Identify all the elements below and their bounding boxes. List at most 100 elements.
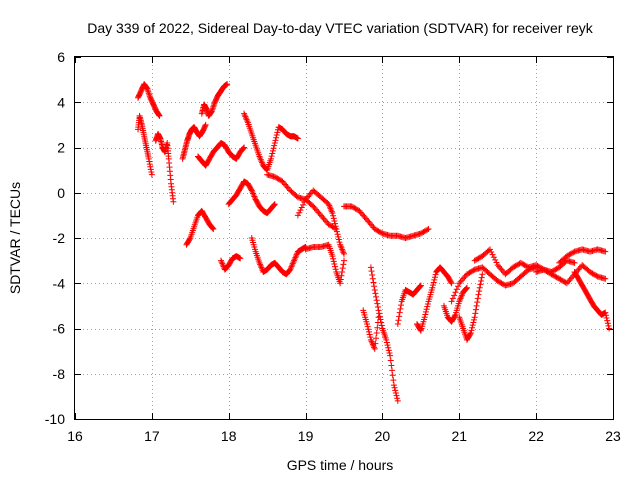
data-point [300, 201, 307, 208]
data-point [340, 261, 347, 268]
data-point [417, 283, 424, 290]
series-arc5 [198, 81, 231, 119]
data-point [369, 275, 376, 282]
data-point [371, 287, 378, 294]
data-point [492, 256, 499, 263]
series-arc13 [294, 187, 347, 257]
data-point [240, 145, 247, 152]
data-point [451, 313, 458, 320]
data-point [374, 304, 381, 311]
data-point [593, 272, 600, 279]
data-point [469, 322, 476, 329]
data-point [477, 281, 484, 288]
y-tick-labels: -10 -8 -6 -4 -2 0 2 4 6 [45, 49, 65, 427]
data-point [337, 280, 344, 287]
data-point [271, 201, 278, 208]
data-point [145, 155, 152, 162]
x-tick-label: 22 [528, 428, 544, 444]
x-axis-label: GPS time / hours [287, 457, 394, 473]
data-point [333, 225, 340, 232]
data-point [467, 330, 474, 337]
data-point [422, 311, 429, 318]
data-point [421, 314, 428, 321]
data-point [479, 271, 486, 278]
data-point [478, 277, 485, 284]
data-point [294, 212, 301, 219]
data-point [332, 223, 339, 230]
data-point [369, 271, 376, 278]
series-arc25 [556, 246, 609, 266]
series-arc22 [456, 271, 486, 343]
data-point [449, 295, 456, 302]
data-point [472, 310, 479, 317]
data-point [268, 153, 275, 160]
x-tick-label: 21 [451, 428, 467, 444]
data-point [384, 342, 391, 349]
data-point [330, 215, 337, 222]
data-point [248, 186, 255, 193]
y-tick-label: 2 [57, 140, 65, 156]
data-point [602, 275, 609, 282]
data-point [269, 147, 276, 154]
y-tick-label: -10 [45, 411, 65, 427]
data-point [330, 255, 337, 262]
data-point [602, 248, 609, 255]
data-point [367, 264, 374, 271]
data-point [387, 352, 394, 359]
data-point [271, 201, 278, 208]
data-point [429, 284, 436, 291]
data-point [367, 334, 374, 341]
data-point [471, 316, 478, 323]
series-arc9 [241, 110, 301, 174]
data-point [365, 328, 372, 335]
data-point [202, 123, 209, 130]
series-arc24 [533, 262, 609, 287]
data-point [375, 307, 382, 314]
data-point [376, 313, 383, 320]
data-point [395, 317, 402, 324]
data-point [463, 285, 470, 292]
data-point [390, 382, 397, 389]
data-point [339, 268, 346, 275]
data-point [210, 102, 217, 109]
data-point [373, 330, 380, 337]
data-point [604, 317, 611, 324]
data-point [467, 331, 474, 338]
data-point [332, 220, 339, 227]
series-arc21 [448, 264, 540, 305]
data-point [341, 250, 347, 257]
plot-frame [74, 56, 614, 420]
data-point [493, 259, 500, 266]
data-point [341, 257, 347, 264]
data-point [329, 210, 336, 217]
data-point [308, 202, 315, 209]
x-tick-label: 17 [144, 428, 160, 444]
data-point [372, 340, 379, 347]
series-arc15 [341, 203, 432, 241]
data-point [145, 90, 152, 97]
data-point [335, 236, 342, 243]
data-point [386, 350, 393, 357]
data-point [383, 339, 390, 346]
series-arc6 [194, 139, 248, 169]
y-tick-label: -8 [53, 366, 66, 382]
data-point [474, 295, 481, 302]
data-point [432, 271, 439, 278]
series-arc23 [471, 246, 578, 278]
data-point [271, 139, 278, 146]
data-point [210, 103, 217, 110]
series-arc20 [440, 284, 470, 325]
data-point [424, 300, 431, 307]
y-tick-label: -4 [53, 275, 66, 291]
chart-title: Day 339 of 2022, Sidereal Day-to-day VTE… [87, 20, 593, 36]
data-points [135, 81, 613, 404]
x-tick-label: 20 [375, 428, 391, 444]
data-point [390, 377, 397, 384]
data-point [273, 134, 280, 141]
data-point [373, 335, 380, 342]
data-point [422, 308, 429, 315]
series-arc8 [218, 253, 244, 273]
data-point [378, 322, 385, 329]
data-point [473, 302, 480, 309]
